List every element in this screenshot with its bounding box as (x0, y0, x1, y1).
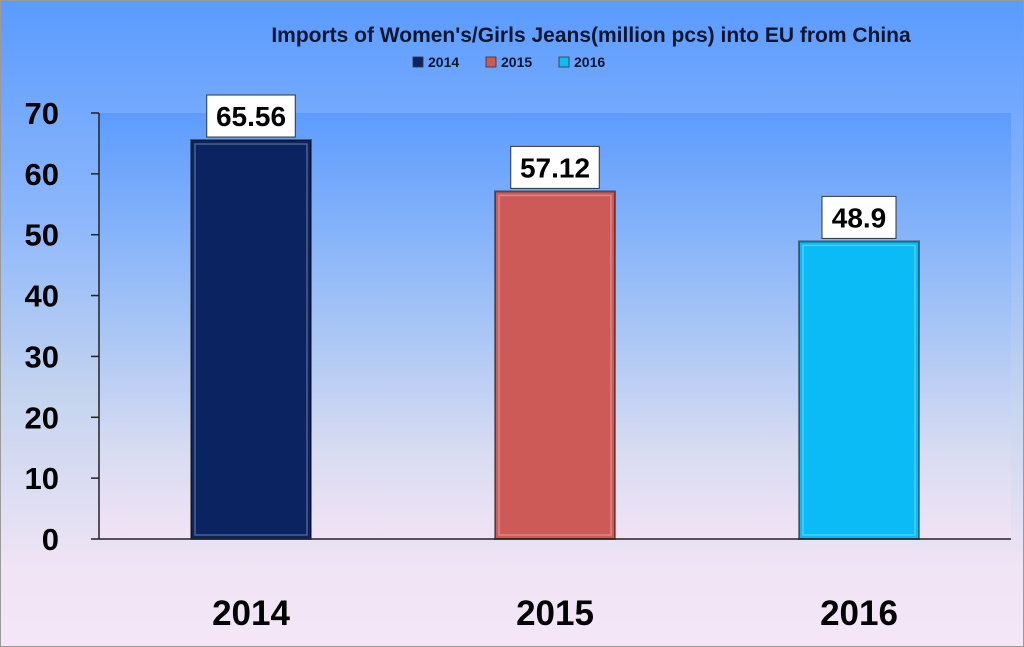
data-label-box (206, 94, 296, 138)
bar (798, 240, 920, 540)
legend-label: 2016 (574, 54, 605, 70)
legend-swatch (558, 56, 570, 68)
y-tick-label: 70 (25, 96, 59, 131)
y-tick-label: 0 (42, 522, 59, 557)
y-tick-label: 60 (25, 157, 59, 192)
y-axis: 0 10 20 30 40 50 60 70 (25, 96, 100, 557)
bar (190, 139, 312, 540)
data-label: 65.56 (216, 101, 286, 132)
data-label-box (821, 195, 897, 239)
data-label: 48.9 (832, 202, 887, 233)
x-tick-label: 2015 (516, 594, 594, 633)
legend-swatch (412, 56, 424, 68)
legend-swatch (485, 56, 497, 68)
bar (494, 190, 616, 540)
bars: 65.56 57.12 48.9 (190, 94, 920, 540)
bar-highlight (194, 143, 308, 536)
y-tick-label: 40 (25, 279, 59, 314)
x-tick-label: 2016 (820, 594, 898, 633)
bar-highlight (498, 194, 612, 536)
y-tick-label: 30 (25, 339, 59, 374)
y-tick-label: 50 (25, 218, 59, 253)
chart-title: Imports of Women's/Girls Jeans(million p… (271, 24, 911, 47)
y-tick-label: 20 (25, 400, 59, 435)
legend: 2014 2015 2016 (412, 54, 605, 70)
bar-highlight (802, 244, 916, 536)
data-label-box (510, 145, 600, 189)
x-tick-label: 2014 (212, 594, 290, 633)
data-label: 57.12 (520, 152, 590, 183)
legend-label: 2014 (428, 54, 459, 70)
y-tick-label: 10 (25, 461, 59, 496)
legend-label: 2015 (501, 54, 532, 70)
x-axis: 2014 2015 2016 (99, 538, 1011, 633)
